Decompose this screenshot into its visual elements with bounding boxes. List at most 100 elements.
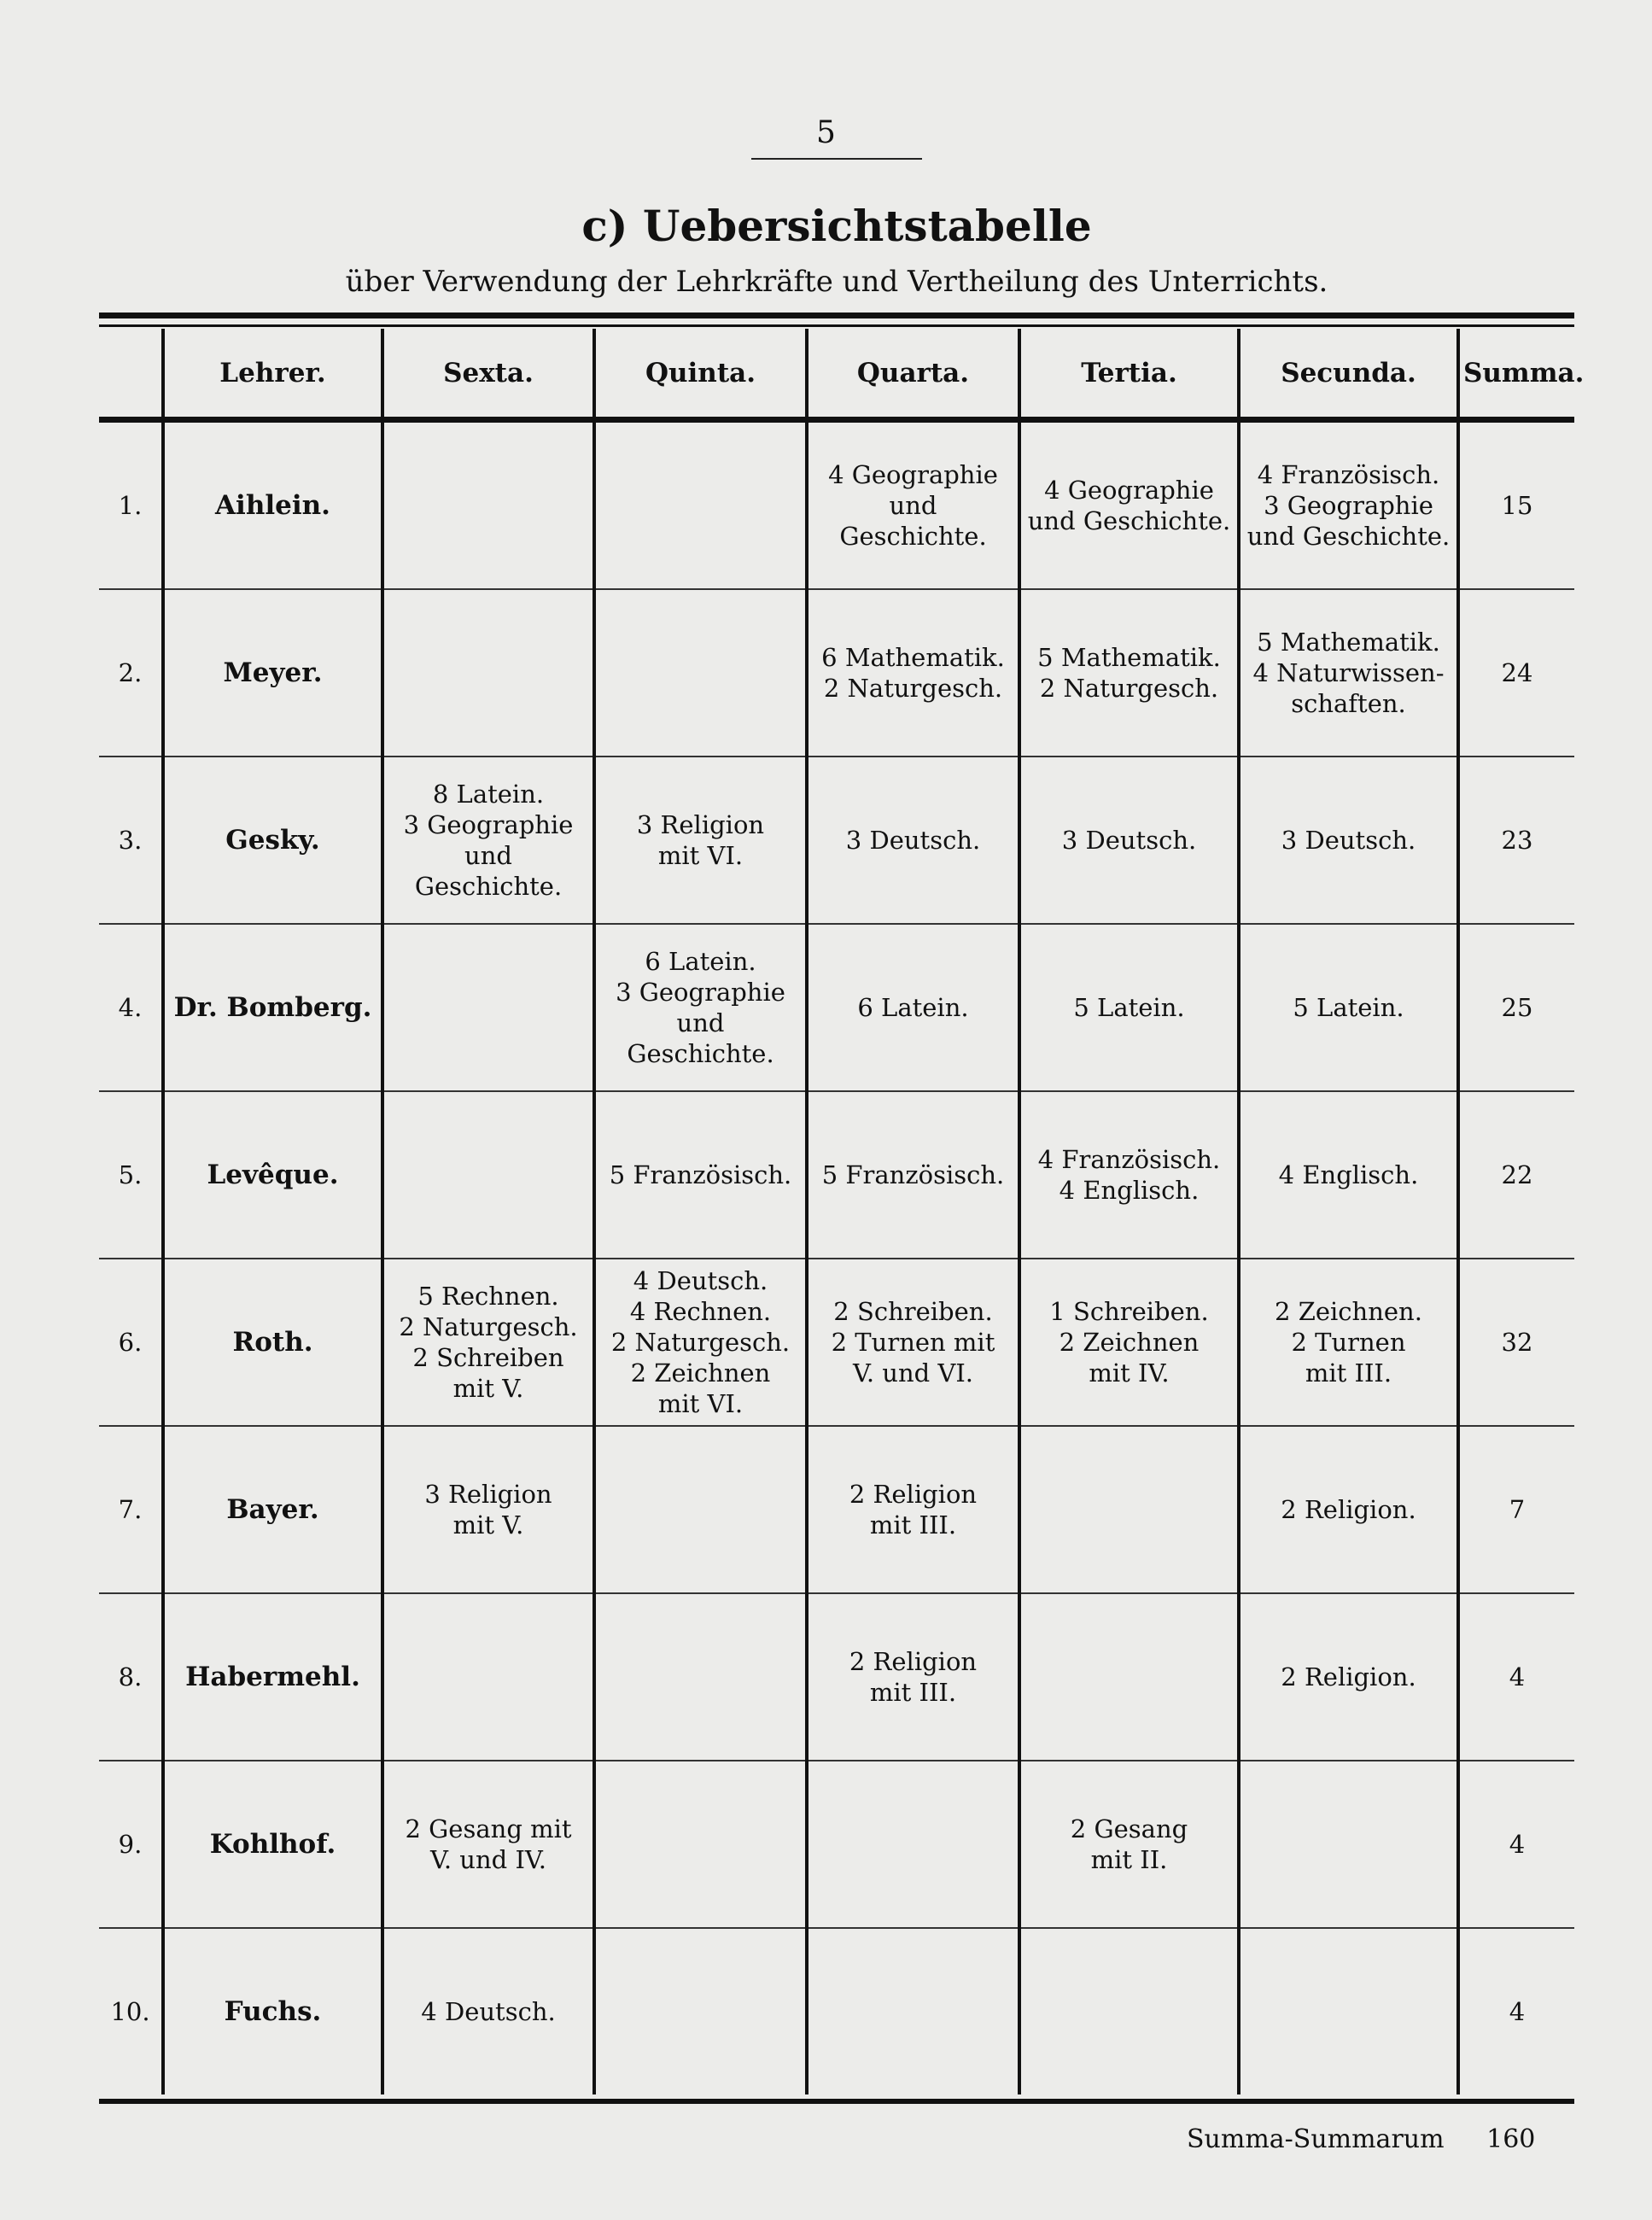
lesson-cell bbox=[1018, 1928, 1239, 2094]
lesson-cell: 3 Deutsch. bbox=[1237, 757, 1458, 925]
lesson-cell: 2 Religion mit III. bbox=[805, 1593, 1019, 1761]
lesson-cell bbox=[381, 419, 594, 590]
row-number: 2. bbox=[99, 589, 163, 757]
table-row: 8. Habermehl. 2 Religion mit III. 2 Religio… bbox=[99, 1593, 1574, 1761]
table-row: 3. Gesky. 8 Latein. 3 Geographie und Gesch… bbox=[99, 757, 1574, 925]
lesson-cell: 2 Religion. bbox=[1237, 1593, 1458, 1761]
lesson-cell: 3 Deutsch. bbox=[805, 757, 1019, 925]
top-rule bbox=[99, 313, 1574, 318]
row-sum: 4 bbox=[1456, 1761, 1574, 1929]
row-number: 10. bbox=[110, 1997, 150, 2026]
grand-total: Summa-Summarum 160 bbox=[1187, 2124, 1535, 2154]
lesson-cell bbox=[593, 1593, 807, 1761]
teacher-name: Dr. Bomberg. bbox=[161, 924, 382, 1092]
lesson-cell: 6 Latein. 3 Geographie und Geschichte. bbox=[593, 924, 807, 1092]
top-rule-thin bbox=[99, 324, 1574, 327]
lesson-cell: 2 Gesang mit V. und IV. bbox=[381, 1761, 594, 1929]
lesson-cell: 5 Mathematik. 4 Naturwissen- schaften. bbox=[1237, 589, 1458, 757]
row-sum: 4 bbox=[1456, 1928, 1574, 2094]
lesson-cell: 4 Deutsch. 4 Rechnen. 2 Naturgesch. 2 Ze… bbox=[593, 1259, 807, 1427]
lesson-cell bbox=[1018, 1426, 1239, 1594]
lesson-cell: 2 Religion. bbox=[1237, 1426, 1458, 1594]
lesson-cell bbox=[1237, 1761, 1458, 1929]
lesson-cell: 2 Schreiben. 2 Turnen mit V. und VI. bbox=[805, 1259, 1019, 1427]
teacher-name: Bayer. bbox=[161, 1426, 382, 1594]
lesson-cell: 6 Mathematik. 2 Naturgesch. bbox=[805, 589, 1019, 757]
lesson-cell bbox=[1018, 1593, 1239, 1761]
row-number: 1. bbox=[99, 419, 163, 590]
lesson-cell: 5 Latein. bbox=[1018, 924, 1239, 1092]
lesson-cell: 3 Religion mit V. bbox=[381, 1426, 594, 1594]
row-sum: 24 bbox=[1456, 589, 1574, 757]
column-header: Secunda. bbox=[1237, 329, 1458, 423]
lesson-cell: 2 Religion mit III. bbox=[805, 1426, 1019, 1594]
page-number: 5 bbox=[816, 115, 836, 150]
table-row: 10. Fuchs. 4 Deutsch. 4 bbox=[99, 1928, 1574, 2094]
lesson-cell: 5 Rechnen. 2 Naturgesch. 2 Schreiben mit… bbox=[381, 1259, 594, 1427]
table-title: c) Uebersichtstabelle bbox=[581, 201, 1092, 251]
row-sum: 22 bbox=[1456, 1091, 1574, 1259]
lesson-cell bbox=[593, 419, 807, 590]
teacher-name: Kohlhof. bbox=[161, 1761, 382, 1929]
lesson-cell: 4 Geographie und Geschichte. bbox=[805, 419, 1019, 590]
row-sum: 15 bbox=[1456, 419, 1574, 590]
row-number: 6. bbox=[99, 1259, 163, 1427]
lesson-cell: 8 Latein. 3 Geographie und Geschichte. bbox=[381, 757, 594, 925]
table-row: 7. Bayer. 3 Religion mit V. 2 Religion mit … bbox=[99, 1426, 1574, 1594]
lesson-cell bbox=[1237, 1928, 1458, 2094]
row-sum: 23 bbox=[1456, 757, 1574, 925]
lesson-cell bbox=[593, 1426, 807, 1594]
row-number: 3. bbox=[99, 757, 163, 925]
lesson-cell bbox=[381, 589, 594, 757]
lesson-cell bbox=[593, 589, 807, 757]
bottom-rule bbox=[99, 2099, 1574, 2104]
row-number: 5. bbox=[99, 1091, 163, 1259]
lesson-cell: 5 Französisch. bbox=[593, 1091, 807, 1259]
row-sum: 7 bbox=[1456, 1426, 1574, 1594]
table-row: 5. Levêque. 5 Französisch. 5 Französisch. 4 … bbox=[99, 1091, 1574, 1259]
table-row: 9. Kohlhof. 2 Gesang mit V. und IV. 2 Gesan… bbox=[99, 1761, 1574, 1929]
column-header: Quinta. bbox=[593, 329, 807, 423]
lesson-cell: 4 Geographie und Geschichte. bbox=[1018, 419, 1239, 590]
lesson-cell: 2 Gesang mit II. bbox=[1018, 1761, 1239, 1929]
lesson-cell: 2 Zeichnen. 2 Turnen mit III. bbox=[1237, 1259, 1458, 1427]
lesson-cell: 4 Französisch. 3 Geographie und Geschich… bbox=[1237, 419, 1458, 590]
column-header: Quarta. bbox=[805, 329, 1019, 423]
lesson-cell bbox=[381, 1091, 594, 1259]
column-header: Sexta. bbox=[381, 329, 594, 423]
teacher-name: Aihlein. bbox=[161, 419, 382, 590]
row-number: 4. bbox=[99, 924, 163, 1092]
teacher-name: Fuchs. bbox=[161, 1928, 382, 2094]
lesson-cell: 4 Deutsch. bbox=[381, 1928, 594, 2094]
table-row: 4. Dr. Bomberg. 6 Latein. 3 Geographie und… bbox=[99, 924, 1574, 1092]
teacher-name: Meyer. bbox=[161, 589, 382, 757]
lesson-cell bbox=[805, 1761, 1019, 1929]
lesson-cell: 4 Französisch. 4 Englisch. bbox=[1018, 1091, 1239, 1259]
lesson-cell: 5 Französisch. bbox=[805, 1091, 1019, 1259]
row-number: 8. bbox=[99, 1593, 163, 1761]
lesson-cell: 6 Latein. bbox=[805, 924, 1019, 1092]
row-sum: 32 bbox=[1456, 1259, 1574, 1427]
teacher-name: Habermehl. bbox=[161, 1593, 382, 1761]
teacher-name: Levêque. bbox=[161, 1091, 382, 1259]
grand-total-label: Summa-Summarum bbox=[1187, 2124, 1445, 2154]
teacher-name: Gesky. bbox=[161, 757, 382, 925]
column-header: Summa. bbox=[1456, 329, 1584, 423]
row-number: 7. bbox=[99, 1426, 163, 1594]
lesson-cell: 1 Schreiben. 2 Zeichnen mit IV. bbox=[1018, 1259, 1239, 1427]
teacher-allocation-table: Lehrer. Sexta. Quinta. Quarta. Tertia. Secund… bbox=[99, 329, 1584, 2094]
table-subtitle: über Verwendung der Lehrkräfte und Verth… bbox=[345, 265, 1328, 299]
page-number-rule bbox=[751, 158, 922, 160]
lesson-cell bbox=[381, 1593, 594, 1761]
lesson-cell: 5 Mathematik. 2 Naturgesch. bbox=[1018, 589, 1239, 757]
column-header: Lehrer. bbox=[161, 329, 382, 423]
lesson-cell: 4 Englisch. bbox=[1237, 1091, 1458, 1259]
header-row: Lehrer. Sexta. Quinta. Quarta. Tertia. Secund… bbox=[99, 329, 1584, 423]
row-sum: 4 bbox=[1456, 1593, 1574, 1761]
row-number: 9. bbox=[99, 1761, 163, 1929]
lesson-cell: 5 Latein. bbox=[1237, 924, 1458, 1092]
lesson-cell bbox=[593, 1761, 807, 1929]
lesson-cell bbox=[593, 1928, 807, 2094]
table-row: 1. Aihlein. 4 Geographie und Geschichte. 4 … bbox=[99, 419, 1574, 590]
row-sum: 25 bbox=[1456, 924, 1574, 1092]
